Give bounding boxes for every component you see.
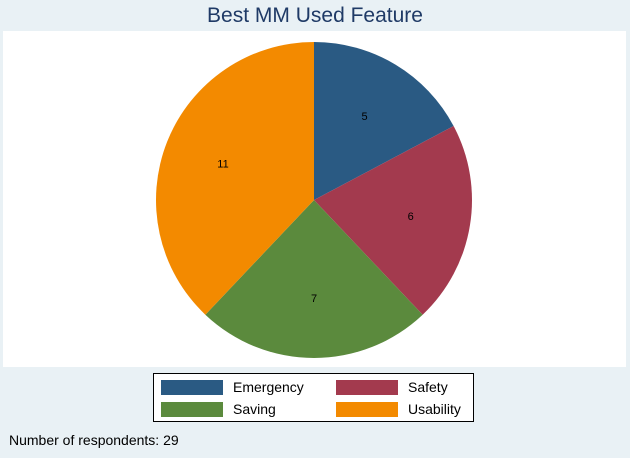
legend-swatch-safety xyxy=(336,379,398,395)
pie-slice-safety xyxy=(314,125,472,315)
legend-item-safety: Safety xyxy=(336,378,448,396)
pie-slice-emergency xyxy=(314,42,454,200)
pie-chart: 5 6 7 11 xyxy=(156,42,472,359)
legend-item-emergency: Emergency xyxy=(161,378,304,396)
slice-label-saving: 7 xyxy=(311,293,317,305)
legend-item-usability: Usability xyxy=(336,400,461,418)
legend-label-safety: Safety xyxy=(408,379,448,395)
plot-region: 5 6 7 11 xyxy=(3,31,626,367)
slice-label-emergency: 5 xyxy=(361,111,367,123)
legend-label-saving: Saving xyxy=(233,401,276,417)
chart-title: Best MM Used Feature xyxy=(207,4,423,27)
legend-label-emergency: Emergency xyxy=(233,379,304,395)
slice-label-safety: 6 xyxy=(408,211,414,223)
legend-swatch-emergency xyxy=(161,379,223,395)
legend: Emergency Safety Saving Usability xyxy=(153,373,474,422)
respondents-footnote: Number of respondents: 29 xyxy=(9,432,179,448)
legend-item-saving: Saving xyxy=(161,400,276,418)
legend-label-usability: Usability xyxy=(408,401,461,417)
slice-label-usability: 11 xyxy=(217,159,228,171)
pie-slice-saving xyxy=(205,200,423,359)
legend-swatch-saving xyxy=(161,401,223,417)
legend-swatch-usability xyxy=(336,401,398,417)
pie-slice-usability xyxy=(156,42,314,315)
